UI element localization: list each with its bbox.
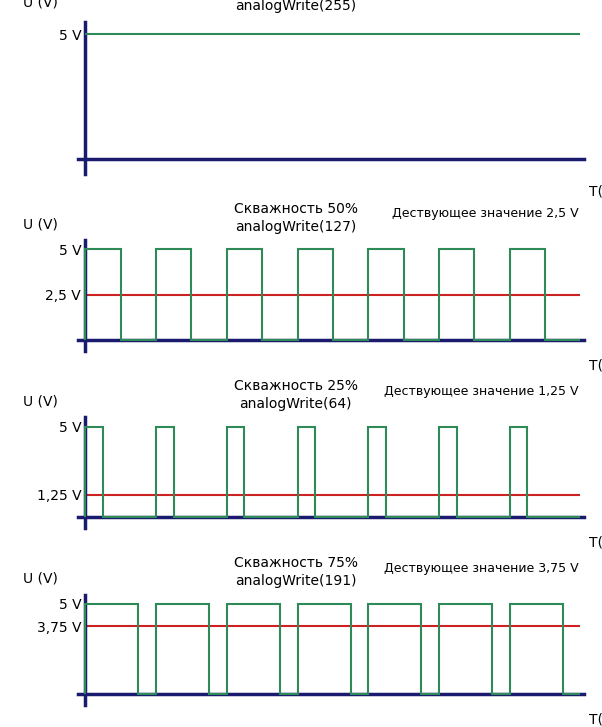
Text: T(t): T(t) [589,536,602,550]
Text: analogWrite(191): analogWrite(191) [235,574,356,588]
Text: Деcтвующее значение 2,5 V: Деcтвующее значение 2,5 V [393,207,579,220]
Text: Деcтвующее значение 1,25 V: Деcтвующее значение 1,25 V [385,385,579,398]
Text: T(t): T(t) [589,185,602,198]
Text: T(t): T(t) [589,713,602,727]
Text: U (V): U (V) [23,217,58,231]
Text: T(t): T(t) [589,358,602,373]
Text: U (V): U (V) [23,571,58,586]
Text: Деcтвующее значение 3,75 V: Деcтвующее значение 3,75 V [384,562,579,575]
Text: U (V): U (V) [23,0,58,9]
Text: U (V): U (V) [23,395,58,409]
Text: Скважность 25%: Скважность 25% [234,379,358,393]
Text: analogWrite(64): analogWrite(64) [240,397,352,411]
Text: analogWrite(127): analogWrite(127) [235,220,356,234]
Text: Скважность 75%: Скважность 75% [234,556,358,570]
Text: analogWrite(255): analogWrite(255) [235,0,356,12]
Text: Скважность 50%: Скважность 50% [234,202,358,216]
